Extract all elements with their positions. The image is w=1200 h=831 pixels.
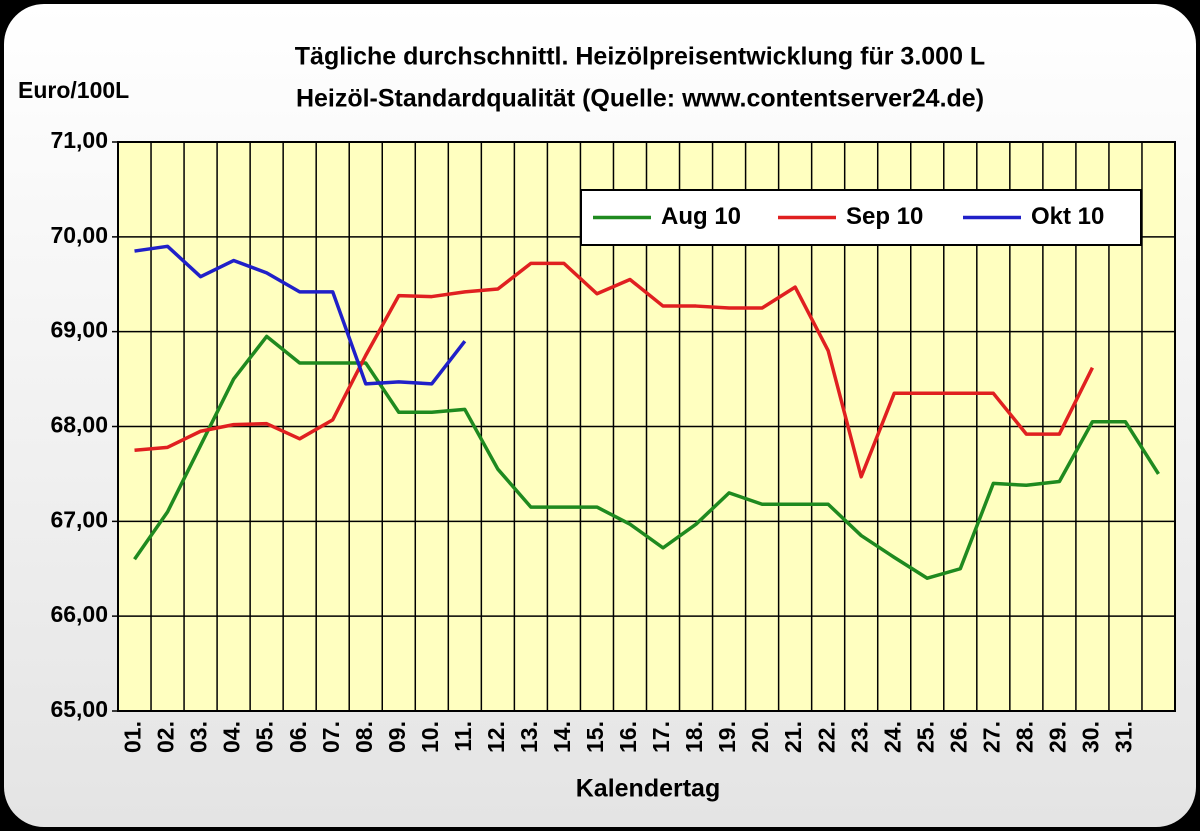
y-tick-label: 70,00 [50, 222, 108, 248]
x-tick-label: 17. [648, 721, 674, 753]
x-tick-label: 04. [219, 721, 245, 753]
x-tick-label: 20. [747, 721, 773, 753]
y-axis-label: Euro/100L [18, 77, 129, 103]
x-tick-label: 18. [681, 721, 707, 753]
x-tick-label: 03. [186, 721, 212, 753]
x-tick-label: 13. [516, 721, 542, 753]
legend-label: Okt 10 [1031, 203, 1104, 230]
x-tick-label: 16. [615, 721, 641, 753]
x-tick-label: 21. [780, 721, 806, 753]
x-tick-label: 25. [912, 721, 938, 753]
legend-label: Sep 10 [846, 203, 923, 230]
y-tick-label: 66,00 [50, 601, 108, 627]
chart-subtitle: Heizöl-Standardqualität (Quelle: www.con… [296, 85, 984, 113]
series-line [134, 261, 1094, 479]
y-tick-label: 69,00 [50, 317, 108, 343]
x-tick-label: 30. [1078, 721, 1104, 753]
x-tick-label: 23. [846, 721, 872, 753]
x-tick-label: 24. [879, 721, 905, 753]
x-tick-label: 08. [351, 721, 377, 753]
y-tick-label: 71,00 [50, 127, 108, 153]
series-line [134, 244, 467, 386]
x-axis-label: Kalendertag [576, 775, 720, 803]
series-line [133, 334, 1160, 580]
x-tick-label: 06. [285, 721, 311, 753]
x-tick-label: 02. [153, 721, 179, 753]
x-tick-label: 15. [582, 721, 608, 753]
x-tick-label: 11. [450, 721, 476, 752]
y-tick-label: 65,00 [50, 696, 108, 722]
x-tick-label: 19. [714, 721, 740, 753]
plot-border [117, 141, 1176, 712]
legend-label: Aug 10 [661, 203, 741, 230]
x-tick-label: 07. [318, 721, 344, 753]
chart-title: Tägliche durchschnittl. Heizölpreisentwi… [295, 43, 985, 71]
x-tick-label: 01. [120, 721, 146, 753]
legend-box [580, 189, 1142, 246]
x-tick-label: 22. [813, 721, 839, 753]
y-tick-label: 67,00 [50, 506, 108, 532]
x-tick-label: 27. [978, 721, 1004, 753]
x-tick-label: 26. [945, 721, 971, 753]
x-tick-label: 09. [384, 721, 410, 753]
x-tick-label: 29. [1044, 721, 1070, 753]
y-tick-label: 68,00 [50, 412, 108, 438]
x-tick-label: 10. [417, 721, 443, 753]
x-tick-label: 31. [1111, 721, 1137, 753]
x-tick-label: 28. [1011, 721, 1037, 753]
x-tick-label: 14. [549, 721, 575, 753]
x-tick-label: 12. [483, 721, 509, 753]
x-tick-label: 05. [252, 721, 278, 753]
